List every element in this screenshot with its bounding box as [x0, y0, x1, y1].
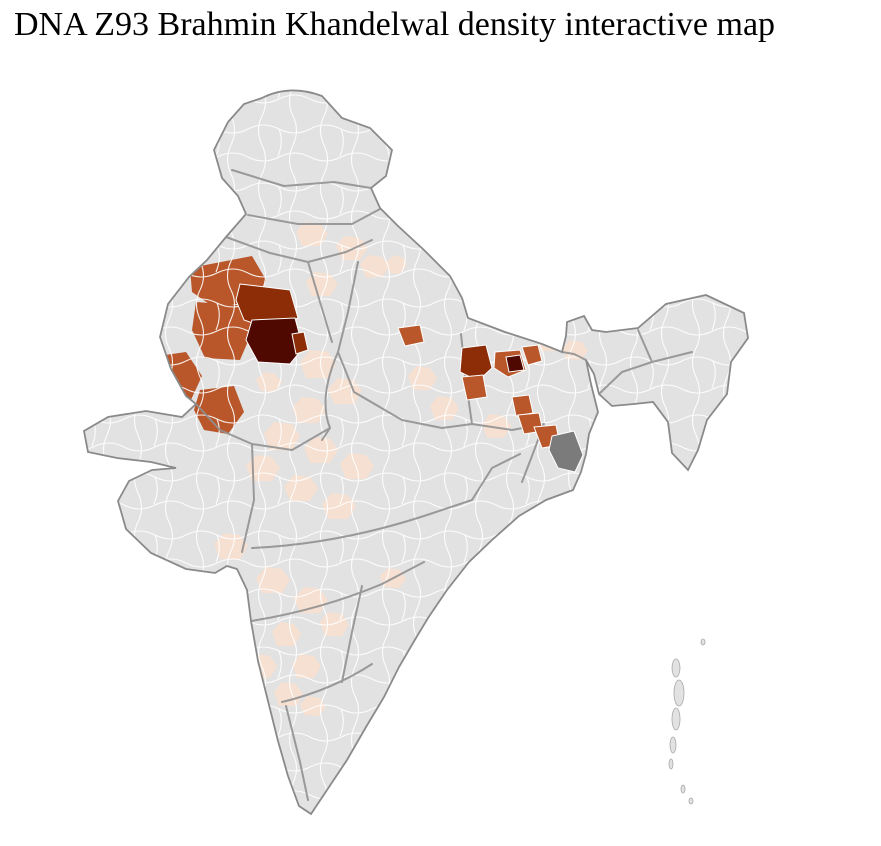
- district-highlight[interactable]: [397, 324, 425, 347]
- district-highlight[interactable]: [505, 354, 525, 373]
- island[interactable]: [668, 758, 674, 770]
- page-title: DNA Z93 Brahmin Khandelwal density inter…: [14, 6, 776, 43]
- island[interactable]: [671, 707, 681, 731]
- district-highlight[interactable]: [521, 344, 543, 366]
- district-highlight[interactable]: [511, 394, 534, 417]
- district-highlight[interactable]: [461, 374, 488, 401]
- district-highlights-high[interactable]: [235, 283, 584, 473]
- district-highlight[interactable]: [459, 344, 493, 382]
- district-boundaries-overlay: [84, 90, 748, 814]
- island[interactable]: [680, 784, 686, 794]
- district-highlight[interactable]: [291, 331, 309, 355]
- island[interactable]: [671, 658, 681, 678]
- island[interactable]: [673, 679, 685, 707]
- district-highlight[interactable]: [245, 317, 304, 365]
- island[interactable]: [688, 797, 694, 805]
- island[interactable]: [669, 736, 677, 754]
- island[interactable]: [700, 638, 706, 646]
- andaman-islands[interactable]: [668, 638, 706, 805]
- district-highlight[interactable]: [548, 430, 584, 473]
